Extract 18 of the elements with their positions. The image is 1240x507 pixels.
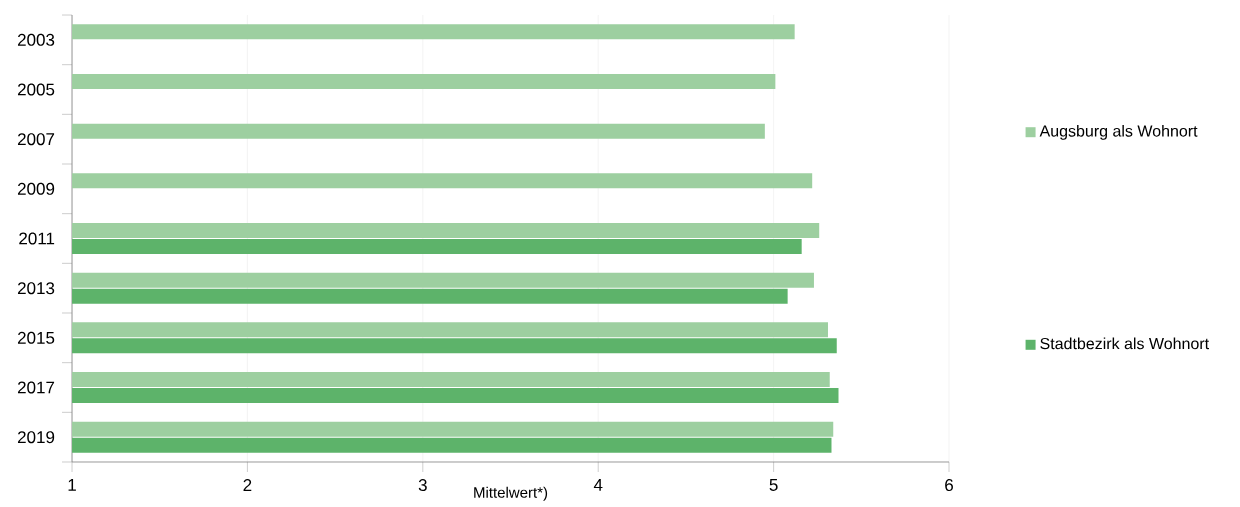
x-axis-title: Mittelwert*) — [474, 486, 548, 501]
y-tick-label: 2009 — [17, 182, 55, 195]
y-tick-label: 2019 — [17, 431, 55, 444]
x-tick-label: 2 — [243, 479, 252, 491]
y-tick-label: 2003 — [17, 33, 55, 46]
x-tick-label: 1 — [68, 479, 76, 491]
y-tick-label: 2017 — [17, 381, 55, 394]
y-tick-label: 2013 — [17, 282, 55, 295]
legend-label: Stadtbezirk als Wohnort — [1040, 337, 1209, 350]
y-tick-label: 2005 — [17, 83, 55, 96]
x-tick-label: 6 — [945, 479, 953, 492]
x-tick-label: 4 — [593, 479, 603, 491]
x-tick-label: 5 — [769, 479, 778, 491]
y-tick-label: 2015 — [17, 331, 55, 344]
x-tick-label: 3 — [418, 479, 427, 492]
legend-label: Augsburg als Wohnort — [1039, 124, 1198, 140]
y-tick-label: 2007 — [17, 133, 55, 146]
y-tick-label: 2011 — [19, 232, 55, 245]
